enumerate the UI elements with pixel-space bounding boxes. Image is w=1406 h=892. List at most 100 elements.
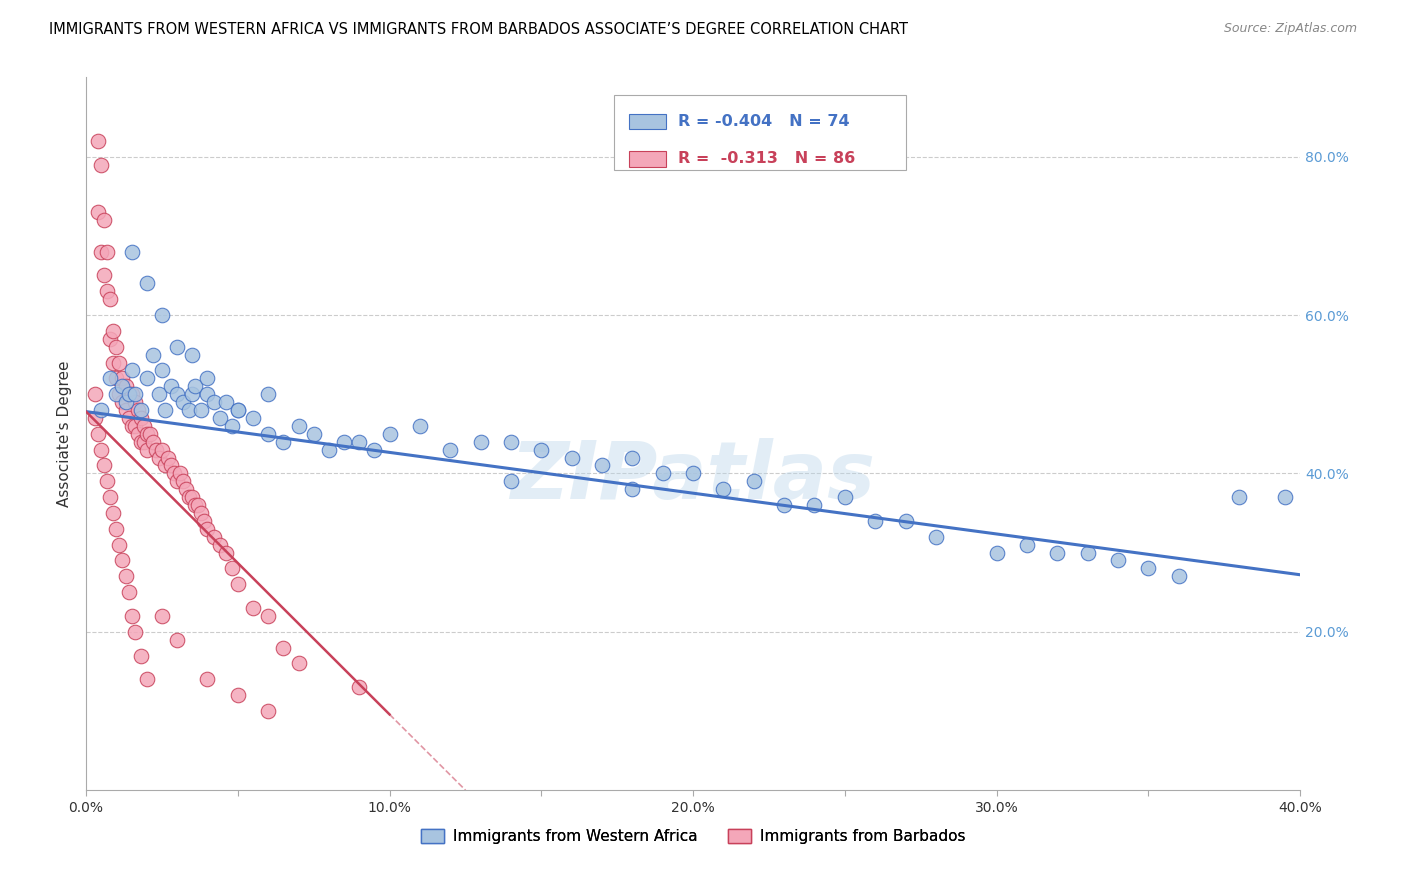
Point <box>197 387 219 401</box>
Point <box>834 490 856 504</box>
Point <box>530 442 553 457</box>
Point <box>127 426 149 441</box>
Point <box>139 426 162 441</box>
Point <box>197 673 219 687</box>
Point <box>1167 569 1189 583</box>
Point <box>242 411 264 425</box>
Point <box>142 348 165 362</box>
Point <box>215 395 238 409</box>
Point <box>197 522 219 536</box>
Point <box>193 514 215 528</box>
Point <box>117 411 139 425</box>
Point <box>132 434 155 449</box>
Point <box>93 268 115 283</box>
Point <box>129 648 152 663</box>
Point <box>105 340 128 354</box>
Point <box>127 403 149 417</box>
Point <box>90 244 112 259</box>
Point <box>682 467 704 481</box>
Bar <box>628 114 666 129</box>
Point <box>202 530 225 544</box>
Point <box>117 387 139 401</box>
Point <box>439 442 461 457</box>
Point <box>121 387 143 401</box>
Point <box>257 704 280 718</box>
Point <box>93 213 115 227</box>
Point <box>145 442 167 457</box>
Point <box>156 450 179 465</box>
Text: ZIPatlas: ZIPatlas <box>510 438 876 516</box>
Point <box>121 418 143 433</box>
Point <box>181 387 204 401</box>
Point <box>166 632 188 647</box>
Point <box>153 403 176 417</box>
Point <box>174 482 197 496</box>
Point <box>150 442 173 457</box>
Point <box>90 442 112 457</box>
Point <box>98 371 121 385</box>
Point <box>226 688 249 702</box>
Point <box>166 387 188 401</box>
Point <box>103 324 125 338</box>
Point <box>773 498 796 512</box>
Point <box>621 482 644 496</box>
Point <box>226 403 249 417</box>
Point <box>111 379 134 393</box>
Point <box>84 411 107 425</box>
Point <box>257 609 280 624</box>
Point <box>114 379 136 393</box>
Point <box>742 475 765 489</box>
Point <box>713 482 735 496</box>
Point <box>150 609 173 624</box>
Point <box>202 395 225 409</box>
Point <box>221 418 243 433</box>
Point <box>287 657 309 671</box>
Point <box>105 387 128 401</box>
Point <box>1015 538 1038 552</box>
Point <box>108 538 131 552</box>
Point <box>179 490 201 504</box>
Point <box>803 498 825 512</box>
Legend: Immigrants from Western Africa, Immigrants from Barbados: Immigrants from Western Africa, Immigran… <box>415 822 972 850</box>
Point <box>96 475 118 489</box>
Point <box>1107 553 1129 567</box>
Text: IMMIGRANTS FROM WESTERN AFRICA VS IMMIGRANTS FROM BARBADOS ASSOCIATE’S DEGREE CO: IMMIGRANTS FROM WESTERN AFRICA VS IMMIGR… <box>49 22 908 37</box>
Point <box>135 673 157 687</box>
Point <box>378 426 401 441</box>
Point <box>135 442 157 457</box>
Y-axis label: Associate's Degree: Associate's Degree <box>58 360 72 507</box>
Point <box>333 434 356 449</box>
Point <box>124 387 146 401</box>
Point <box>179 403 201 417</box>
Point <box>347 680 370 694</box>
Point <box>226 577 249 591</box>
Point <box>863 514 886 528</box>
Point <box>135 371 157 385</box>
Point <box>1046 545 1069 559</box>
Point <box>160 458 183 473</box>
Point <box>273 434 295 449</box>
Point <box>129 403 152 417</box>
Text: Source: ZipAtlas.com: Source: ZipAtlas.com <box>1223 22 1357 36</box>
Point <box>108 387 131 401</box>
Point <box>111 553 134 567</box>
Text: R =  -0.313   N = 86: R = -0.313 N = 86 <box>678 151 855 166</box>
Point <box>347 434 370 449</box>
Point <box>257 387 280 401</box>
Point <box>499 475 522 489</box>
Point <box>986 545 1008 559</box>
Point <box>273 640 295 655</box>
Point <box>105 522 128 536</box>
Point <box>135 426 157 441</box>
Text: R = -0.404   N = 74: R = -0.404 N = 74 <box>678 114 849 129</box>
Point <box>1137 561 1160 575</box>
Point <box>87 205 110 219</box>
Point <box>111 395 134 409</box>
Point <box>1077 545 1099 559</box>
Point <box>98 292 121 306</box>
Point <box>163 467 186 481</box>
Point <box>318 442 340 457</box>
Point <box>169 467 191 481</box>
Point <box>121 244 143 259</box>
Point <box>160 379 183 393</box>
